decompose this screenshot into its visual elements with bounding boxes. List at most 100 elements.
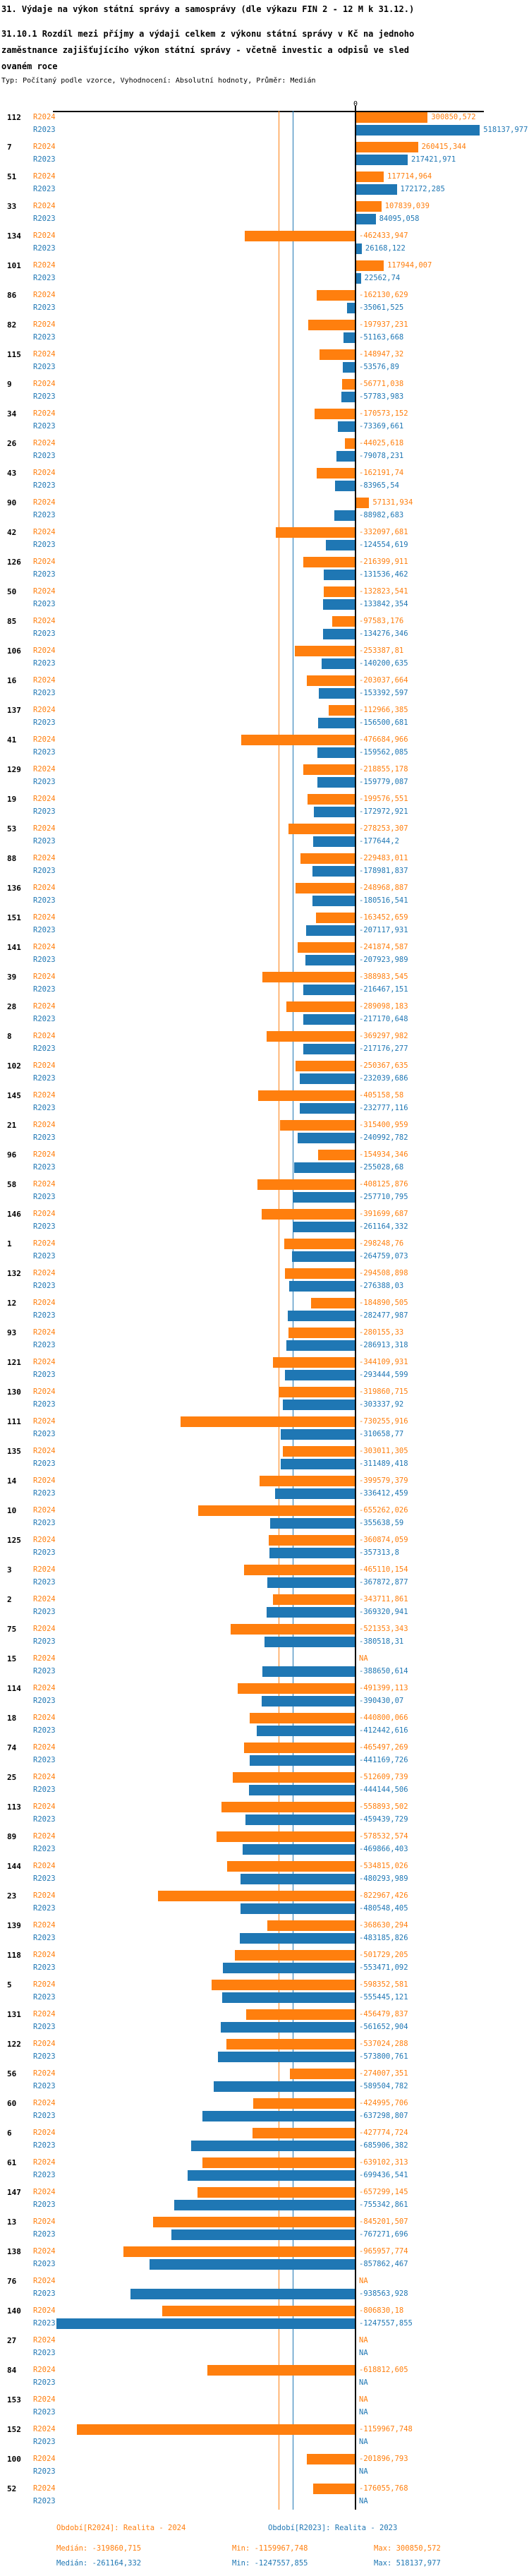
value-label-r2023: -156500,681 xyxy=(359,718,408,727)
series-label-r2024: R2024 xyxy=(33,1684,56,1692)
value-label-r2024: -537024,288 xyxy=(359,2040,408,2048)
bar-r2024 xyxy=(230,1624,355,1635)
row-id-label: 33 xyxy=(7,202,17,211)
value-label-r2023: -159779,087 xyxy=(359,777,408,786)
row-id-label: 111 xyxy=(7,1417,21,1426)
row-id-label: 88 xyxy=(7,854,17,863)
series-label-r2024: R2024 xyxy=(33,795,56,803)
row-id-label: 126 xyxy=(7,558,21,567)
footer-min-r2024: Min: -1159967,748 xyxy=(232,2544,308,2553)
row-id-label: 115 xyxy=(7,350,21,359)
bar-r2023 xyxy=(322,658,355,669)
series-label-r2024: R2024 xyxy=(33,113,56,121)
value-label-r2023: -637298,807 xyxy=(359,2111,408,2120)
series-label-r2023: R2023 xyxy=(33,2467,56,2476)
value-label-r2023: -73369,661 xyxy=(359,421,404,431)
series-label-r2024: R2024 xyxy=(33,1980,56,1989)
series-label-r2023: R2023 xyxy=(33,2259,56,2268)
series-label-r2024: R2024 xyxy=(33,439,56,447)
bar-r2023 xyxy=(274,1488,355,1499)
row-id-label: 26 xyxy=(7,439,17,448)
series-label-r2023: R2023 xyxy=(33,1518,56,1527)
zero-axis-line xyxy=(355,106,356,2510)
value-label-r2023: -79078,231 xyxy=(359,451,404,460)
value-label-r2024: -440800,066 xyxy=(359,1714,408,1722)
bar-r2024 xyxy=(77,2424,355,2435)
series-label-r2024: R2024 xyxy=(33,1239,56,1248)
series-label-r2023: R2023 xyxy=(33,362,56,371)
value-label-r2023: -699436,541 xyxy=(359,2170,408,2179)
series-label-r2024: R2024 xyxy=(33,1625,56,1633)
value-label-r2024: -512609,739 xyxy=(359,1773,408,1781)
bar-r2024 xyxy=(355,201,382,212)
row-id-label: 93 xyxy=(7,1328,17,1337)
series-label-r2024: R2024 xyxy=(33,2099,56,2107)
row-id-label: 39 xyxy=(7,973,17,982)
bar-r2024 xyxy=(260,1476,355,1486)
footer-max-r2023: Max: 518137,977 xyxy=(374,2559,441,2568)
bar-r2023 xyxy=(293,1221,355,1232)
value-label-r2023: -1247557,855 xyxy=(359,2318,413,2328)
value-label-r2023: -261164,332 xyxy=(359,1222,408,1231)
bar-r2024 xyxy=(262,972,355,982)
bar-r2023 xyxy=(318,687,355,699)
value-label-r2024: -162191,74 xyxy=(359,469,404,477)
bar-r2023 xyxy=(217,2051,355,2062)
series-label-r2024: R2024 xyxy=(33,1506,56,1515)
row-id-label: 18 xyxy=(7,1714,17,1723)
series-label-r2023: R2023 xyxy=(33,392,56,401)
bar-r2024 xyxy=(341,379,355,390)
bar-r2023 xyxy=(323,598,355,610)
bar-r2023 xyxy=(285,1369,355,1380)
bar-r2024 xyxy=(355,112,428,123)
bar-r2023 xyxy=(249,1755,355,1766)
row-id-label: 23 xyxy=(7,1891,17,1901)
value-label-r2023: -483185,826 xyxy=(359,1933,408,1942)
series-label-r2023: R2023 xyxy=(33,2437,56,2446)
series-label-r2023: R2023 xyxy=(33,1992,56,2002)
series-label-r2024: R2024 xyxy=(33,231,56,240)
series-label-r2024: R2024 xyxy=(33,1091,56,1100)
series-label-r2023: R2023 xyxy=(33,629,56,638)
bar-r2024 xyxy=(297,942,355,953)
bar-r2023 xyxy=(245,1814,355,1825)
row-id-label: 19 xyxy=(7,795,17,804)
value-label-r2024: -491399,113 xyxy=(359,1684,408,1692)
series-label-r2024: R2024 xyxy=(33,1565,56,1574)
bar-r2023 xyxy=(343,332,355,343)
value-label-r2024: -274007,351 xyxy=(359,2069,408,2078)
value-label-r2023: -561652,904 xyxy=(359,2022,408,2031)
series-label-r2024: R2024 xyxy=(33,409,56,418)
bar-r2024 xyxy=(303,557,355,567)
value-label-r2024: -148947,32 xyxy=(359,350,404,359)
series-label-r2024: R2024 xyxy=(33,2395,56,2404)
series-label-r2023: R2023 xyxy=(33,2289,56,2298)
bar-r2024 xyxy=(306,675,355,686)
bar-r2023 xyxy=(269,1547,355,1558)
value-label-r2023: -177644,2 xyxy=(359,836,399,845)
bar-r2023 xyxy=(355,213,376,224)
bar-r2023 xyxy=(262,1666,355,1677)
value-label-r2024: -294508,898 xyxy=(359,1269,408,1277)
row-id-label: 129 xyxy=(7,765,21,774)
bar-r2023 xyxy=(324,569,355,580)
value-label-r2024: -289098,183 xyxy=(359,1002,408,1011)
bar-r2024 xyxy=(241,735,355,745)
series-label-r2023: R2023 xyxy=(33,1548,56,1557)
value-label-r2023: -207117,931 xyxy=(359,925,408,934)
value-label-r2023: -459439,729 xyxy=(359,1814,408,1824)
value-label-r2024: -56771,038 xyxy=(359,380,404,388)
bar-r2023 xyxy=(299,1102,355,1114)
series-label-r2024: R2024 xyxy=(33,1269,56,1277)
series-label-r2024: R2024 xyxy=(33,2129,56,2137)
value-label-r2024: -465110,154 xyxy=(359,1565,408,1574)
bar-r2024 xyxy=(267,1920,355,1931)
bar-r2023 xyxy=(325,539,355,550)
bar-r2024 xyxy=(355,260,384,271)
bar-r2023 xyxy=(323,628,355,639)
row-id-label: 43 xyxy=(7,469,17,478)
series-label-r2024: R2024 xyxy=(33,291,56,299)
value-label-r2024: -655262,026 xyxy=(359,1506,408,1515)
bar-r2024 xyxy=(257,1179,355,1190)
row-id-label: 141 xyxy=(7,943,21,952)
